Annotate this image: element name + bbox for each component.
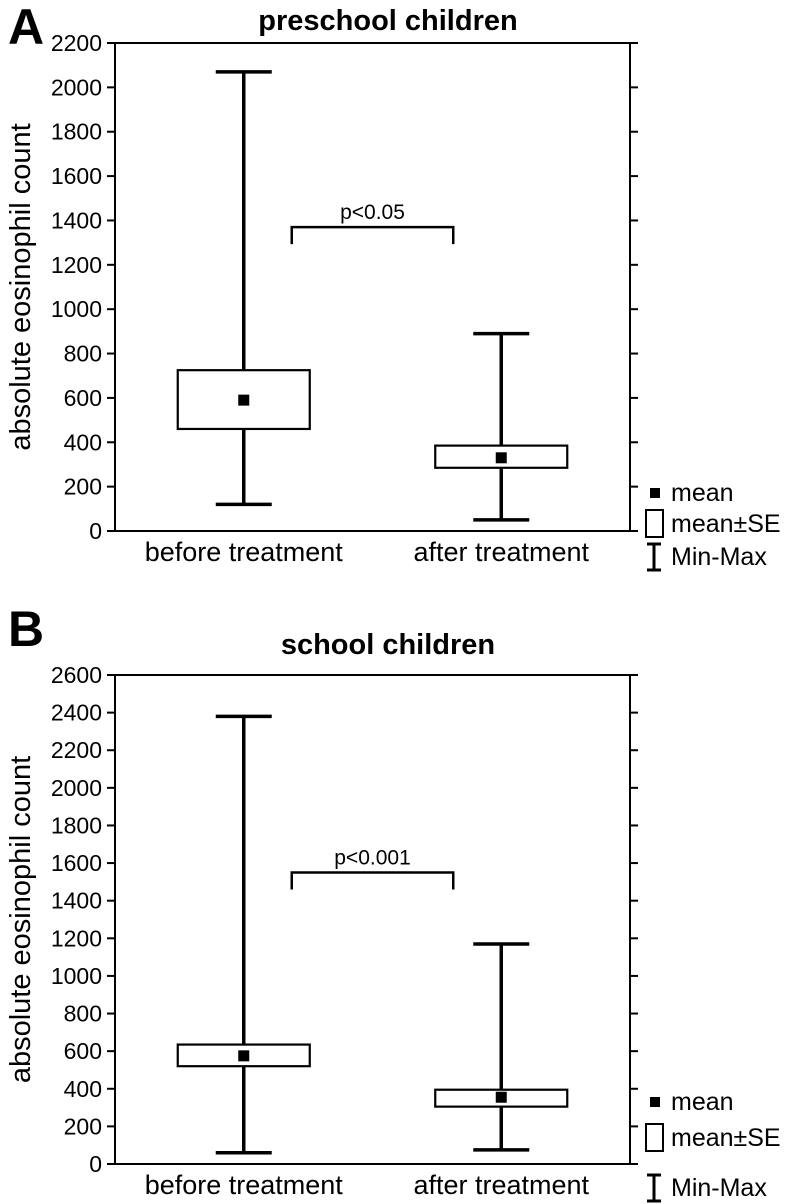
legend-label: Min-Max [671, 543, 767, 571]
significance-label: p<0.05 [340, 201, 405, 224]
y-tick-label: 200 [64, 1113, 102, 1139]
y-tick-label: 1400 [51, 888, 102, 914]
significance-bracket [290, 225, 455, 245]
y-tick-label: 1600 [51, 850, 102, 876]
legend-label: Min-Max [671, 1174, 767, 1202]
y-tick-label: 2200 [51, 737, 102, 763]
plot-frame [114, 674, 631, 1165]
legend-se-box-icon [645, 1123, 664, 1152]
legend-label: mean [671, 479, 734, 507]
y-tick-label: 800 [64, 341, 102, 367]
x-category-label: after treatment [413, 537, 589, 567]
legend-item: mean [650, 1088, 734, 1116]
mean-marker [238, 1050, 250, 1062]
legend-minmax-icon [647, 1173, 661, 1203]
y-tick-label: 200 [64, 474, 102, 500]
y-axis-label: absolute eosinophil count [5, 123, 37, 450]
legend-label: mean±SE [671, 1124, 781, 1152]
y-tick-label: 1600 [51, 163, 102, 189]
y-tick-label: 1000 [51, 963, 102, 989]
legend-item: mean±SE [645, 509, 781, 538]
box-group [434, 331, 569, 522]
x-category-label: before treatment [145, 1170, 344, 1200]
legend-mean-icon [650, 1097, 660, 1107]
plot-frame [114, 42, 631, 532]
y-tick-label: 600 [64, 1038, 102, 1064]
y-axis-label: absolute eosinophil count [5, 756, 37, 1083]
significance-label: p<0.001 [334, 846, 411, 869]
legend-item: Min-Max [647, 1173, 767, 1203]
y-tick-label: 0 [89, 1151, 102, 1177]
y-tick-label: 1200 [51, 252, 102, 278]
y-tick-label: 2200 [51, 30, 102, 56]
y-tick-label: 1400 [51, 207, 102, 233]
box-group [434, 942, 569, 1152]
legend-minmax-icon [647, 542, 661, 572]
y-tick-label: 1000 [51, 296, 102, 322]
y-tick-label: 600 [64, 385, 102, 411]
legend-mean-icon [650, 488, 660, 498]
x-category-label: before treatment [145, 537, 344, 567]
panel-a: A preschool children absolute eosinophil … [5, 0, 781, 572]
chart-preschool-children: preschool children absolute eosinophil co… [5, 5, 781, 572]
panel-b: B school children absolute eosinophil cou… [0, 602, 788, 1204]
chart-title: school children [281, 629, 495, 661]
y-tick-label: 2600 [51, 662, 102, 688]
y-tick-label: 2000 [51, 775, 102, 801]
y-tick-label: 1200 [51, 925, 102, 951]
mean-marker [495, 1091, 507, 1103]
box-group [176, 70, 311, 507]
legend-item: mean [650, 479, 734, 507]
x-category-label: after treatment [413, 1170, 589, 1200]
y-tick-label: 2000 [51, 74, 102, 100]
y-tick-label: 800 [64, 1001, 102, 1027]
legend-label: mean [671, 1088, 734, 1116]
legend-label: mean±SE [671, 510, 781, 538]
y-tick-label: 400 [64, 1076, 102, 1102]
y-tick-label: 0 [89, 518, 102, 544]
mean-marker [238, 394, 250, 406]
mean-marker [495, 452, 507, 464]
legend-item: Min-Max [647, 542, 767, 572]
panel-a-letter: A [8, 0, 45, 55]
y-tick-label: 400 [64, 429, 102, 455]
y-tick-label: 2400 [51, 700, 102, 726]
panel-b-letter: B [8, 601, 45, 657]
legend-se-box-icon [645, 509, 664, 538]
legend-item: mean±SE [645, 1123, 781, 1152]
chart-school-children: school children absolute eosinophil count… [5, 629, 781, 1203]
significance-bracket [290, 871, 455, 890]
chart-title: preschool children [258, 5, 517, 37]
box-group [176, 714, 311, 1155]
y-tick-label: 1800 [51, 812, 102, 838]
y-tick-label: 1800 [51, 119, 102, 145]
